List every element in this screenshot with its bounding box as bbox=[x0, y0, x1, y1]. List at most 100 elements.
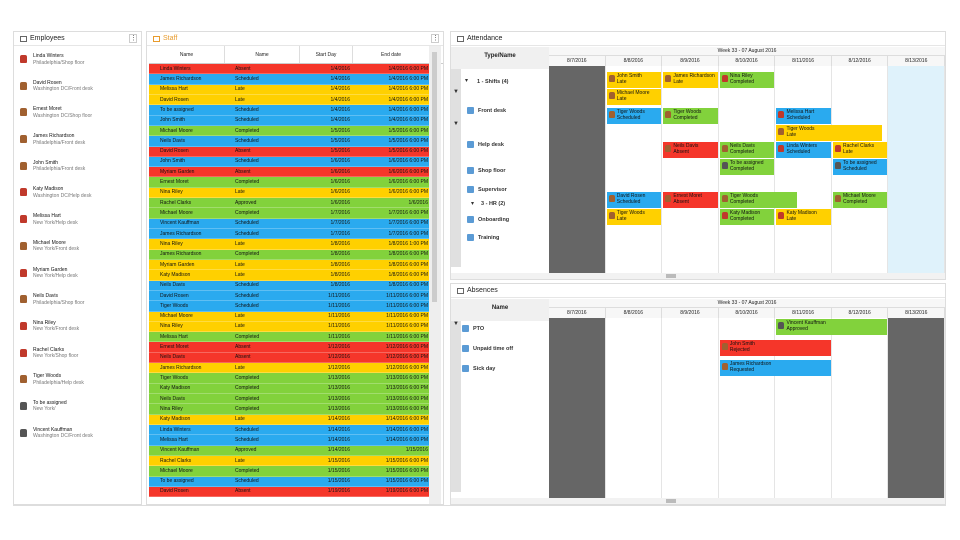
staff-row[interactable]: Vincent Kauffman Approved 1/14/2016 1/15/20… bbox=[149, 445, 430, 456]
staff-row[interactable]: Melissa Hart Late 1/4/2016 1/4/2016 6:00 PM bbox=[149, 84, 430, 95]
staff-row[interactable]: Katy Madison Late 1/14/2016 1/14/2016 6:00 … bbox=[149, 414, 430, 425]
staff-row[interactable]: Myriam Garden Absent 1/6/2016 1/6/2016 6:00… bbox=[149, 167, 430, 178]
expand-arrow-icon[interactable]: ▼ bbox=[453, 321, 459, 327]
row-label[interactable]: Training bbox=[467, 234, 499, 241]
col-header-start-day[interactable]: Start Day bbox=[300, 46, 353, 63]
staff-row[interactable]: David Rosen Absent 1/5/2016 1/5/2016 6:00 P… bbox=[149, 146, 430, 157]
staff-row[interactable]: Neils Davis Absent 1/12/2016 1/12/2016 6:00… bbox=[149, 352, 430, 364]
staff-row[interactable]: Michael Moore Completed 1/7/2016 1/7/2016 6… bbox=[149, 208, 430, 219]
absence-type-label[interactable]: Unpaid time off bbox=[462, 345, 513, 352]
row-label[interactable]: Help desk bbox=[467, 141, 504, 148]
absence-type-label[interactable]: Sick day bbox=[462, 365, 495, 372]
schedule-card[interactable]: Tiger Woods Late bbox=[606, 209, 661, 225]
employee-item[interactable]: James Richardson Philadelphia/Front desk bbox=[14, 129, 141, 156]
staff-row[interactable]: Rachel Clarks Approved 1/6/2016 1/6/2016 bbox=[149, 198, 430, 209]
staff-row[interactable]: Vincent Kauffman Scheduled 1/7/2016 1/7/201… bbox=[149, 218, 430, 229]
staff-scrollbar[interactable] bbox=[429, 46, 441, 504]
schedule-card[interactable]: Tiger Woods Completed bbox=[663, 108, 718, 124]
expand-arrow-icon[interactable]: ▼ bbox=[453, 121, 459, 127]
staff-row[interactable]: John Smith Scheduled 1/6/2016 1/6/2016 6:00… bbox=[149, 156, 430, 168]
staff-row[interactable]: Ernest Moret Absent 1/12/2016 1/12/2016 6:0… bbox=[149, 342, 430, 353]
employees-menu-button[interactable]: ⋮ bbox=[129, 34, 137, 43]
col-header-name[interactable]: Name bbox=[149, 46, 225, 63]
staff-row[interactable]: James Richardson Scheduled 1/4/2016 1/4/201… bbox=[149, 74, 430, 85]
schedule-card[interactable]: Michael Moore Completed bbox=[833, 192, 888, 208]
row-label[interactable]: Shop floor bbox=[467, 167, 506, 174]
staff-row[interactable]: David Rosen Scheduled 1/11/2016 1/11/2016 6… bbox=[149, 290, 430, 302]
row-label[interactable]: Supervisor bbox=[467, 186, 507, 193]
expand-arrow-icon[interactable]: ▼ bbox=[453, 89, 459, 95]
staff-row[interactable]: Linda Winters Scheduled 1/14/2016 1/14/2016… bbox=[149, 424, 430, 436]
staff-row[interactable]: David Rosen Absent 1/19/2016 1/19/2016 6:00… bbox=[149, 486, 430, 498]
staff-row[interactable]: John Smith Scheduled 1/4/2016 1/4/2016 6:00… bbox=[149, 115, 430, 126]
schedule-card[interactable]: Rachel Clarks Late bbox=[833, 142, 888, 158]
absences-h-scrollbar[interactable] bbox=[451, 498, 945, 504]
schedule-card[interactable]: Neils Davis Absent bbox=[663, 142, 718, 158]
staff-row[interactable]: Linda Winters Absent 1/4/2016 1/4/2016 6:00… bbox=[149, 64, 430, 75]
staff-row[interactable]: James Richardson Late 1/12/2016 1/12/2016 6… bbox=[149, 363, 430, 374]
employee-item[interactable]: Michael Moore New York/Front desk bbox=[14, 236, 141, 263]
staff-menu-button[interactable]: ⋮ bbox=[431, 34, 439, 43]
schedule-card[interactable]: Tiger Woods Completed bbox=[719, 192, 797, 208]
staff-row[interactable]: Neils Davis Scheduled 1/5/2016 1/5/2016 6:0… bbox=[149, 136, 430, 147]
schedule-card[interactable]: John Smith Rejected bbox=[719, 340, 831, 356]
employee-item[interactable]: David Rosen Washington DC/Front desk bbox=[14, 76, 141, 103]
schedule-card[interactable]: James Richardson Late bbox=[663, 72, 718, 88]
employee-item[interactable]: John Smith Philadelphia/Front desk bbox=[14, 156, 141, 183]
employee-item[interactable]: Linda Winters Philadelphia/Shop floor bbox=[14, 49, 141, 76]
schedule-card[interactable]: Nina Riley Completed bbox=[719, 72, 775, 88]
employee-item[interactable]: Neils Davis Philadelphia/Shop floor bbox=[14, 289, 141, 316]
staff-row[interactable]: Melissa Hart Completed 1/11/2016 1/11/2016 … bbox=[149, 332, 430, 343]
staff-row[interactable]: Neils Davis Completed 1/13/2016 1/13/2016 6… bbox=[149, 394, 430, 405]
staff-row[interactable]: Myriam Garden Late 1/8/2016 1/8/2016 6:00 P… bbox=[149, 259, 430, 271]
collapse-icon[interactable]: ▾ bbox=[471, 201, 475, 207]
attendance-h-scrollbar[interactable] bbox=[451, 273, 945, 279]
employee-item[interactable]: Katy Madison Washington DC/Help desk bbox=[14, 182, 141, 209]
schedule-card[interactable]: Tiger Woods Scheduled bbox=[606, 108, 661, 124]
schedule-card[interactable]: To be assigned Scheduled bbox=[833, 159, 888, 175]
absences-h-scroll-thumb[interactable] bbox=[666, 499, 676, 503]
staff-row[interactable]: Nina Riley Completed 1/13/2016 1/13/2016 6:… bbox=[149, 404, 430, 415]
group-label[interactable]: 1 - Shifts (4) bbox=[477, 79, 508, 85]
group-label[interactable]: 3 - HR (2) bbox=[481, 201, 505, 207]
staff-row[interactable]: Nina Riley Late 1/6/2016 1/6/2016 6:00 PM bbox=[149, 187, 430, 199]
schedule-card[interactable]: Katy Madison Late bbox=[776, 209, 831, 225]
absence-type-label[interactable]: PTO bbox=[462, 325, 484, 332]
staff-row[interactable]: James Richardson Scheduled 1/7/2016 1/7/201… bbox=[149, 229, 430, 240]
staff-row[interactable]: Nina Riley Late 1/8/2016 1/8/2016 1:00 PM bbox=[149, 239, 430, 250]
staff-row[interactable]: To be assigned Scheduled 1/4/2016 1/4/2016 … bbox=[149, 105, 430, 116]
staff-row[interactable]: James Richardson Completed 1/8/2016 1/8/201… bbox=[149, 249, 430, 260]
employee-item[interactable]: Rachel Clarks New York/Shop floor bbox=[14, 343, 141, 370]
staff-row[interactable]: To be assigned Scheduled 1/15/2016 1/15/201… bbox=[149, 476, 430, 487]
staff-row[interactable]: Katy Madison Late 1/8/2016 1/8/2016 6:00 PM bbox=[149, 270, 430, 281]
schedule-card[interactable]: Tiger Woods Late bbox=[776, 125, 882, 141]
schedule-card[interactable]: Neils Davis Completed bbox=[719, 142, 775, 158]
schedule-card[interactable]: Linda Winters Scheduled bbox=[776, 142, 831, 158]
staff-row[interactable]: Tiger Woods Completed 1/13/2016 1/13/2016 6… bbox=[149, 373, 430, 384]
schedule-card[interactable]: David Rosen Scheduled bbox=[606, 192, 661, 208]
staff-row[interactable]: Michael Moore Late 1/11/2016 1/11/2016 6:00… bbox=[149, 311, 430, 322]
schedule-card[interactable]: Michael Moore Late bbox=[606, 89, 661, 105]
staff-row[interactable]: David Rosen Late 1/4/2016 1/4/2016 6:00 PM bbox=[149, 94, 430, 106]
employee-item[interactable]: Nina Riley New York/Front desk bbox=[14, 316, 141, 343]
schedule-card[interactable]: James Richardson Requested bbox=[719, 360, 831, 376]
schedule-card[interactable]: John Smith Late bbox=[606, 72, 661, 88]
schedule-card[interactable]: Ernest Moret Absent bbox=[663, 192, 718, 208]
staff-row[interactable]: Nina Riley Late 1/11/2016 1/11/2016 6:00 PM bbox=[149, 321, 430, 333]
schedule-card[interactable]: Katy Madison Completed bbox=[719, 209, 775, 225]
schedule-card[interactable]: Vincent Kauffman Approved bbox=[776, 319, 888, 335]
employee-item[interactable]: Melissa Hart New York/Help desk bbox=[14, 209, 141, 236]
staff-scroll-thumb[interactable] bbox=[432, 52, 437, 302]
staff-row[interactable]: Tiger Woods Scheduled 1/11/2016 1/11/2016 6… bbox=[149, 301, 430, 312]
staff-row[interactable]: Rachel Clarks Late 1/15/2016 1/15/2016 6:00… bbox=[149, 455, 430, 467]
col-header-end-date[interactable]: End date bbox=[353, 46, 430, 63]
staff-row[interactable]: Melissa Hart Scheduled 1/14/2016 1/14/2016 … bbox=[149, 435, 430, 446]
employee-item[interactable]: Vincent Kauffman Washington DC/Front desk bbox=[14, 423, 141, 450]
employee-item[interactable]: Myriam Garden New York/Help desk bbox=[14, 263, 141, 290]
staff-row[interactable]: Katy Madison Completed 1/13/2016 1/13/2016 … bbox=[149, 383, 430, 394]
row-label[interactable]: Front desk bbox=[467, 107, 506, 114]
employee-item[interactable]: To be assigned New York/ bbox=[14, 396, 141, 423]
staff-row[interactable]: Michael Moore Completed 1/15/2016 1/15/2016… bbox=[149, 466, 430, 477]
col-header-status[interactable]: Name bbox=[225, 46, 300, 63]
attendance-h-scroll-thumb[interactable] bbox=[666, 274, 676, 278]
